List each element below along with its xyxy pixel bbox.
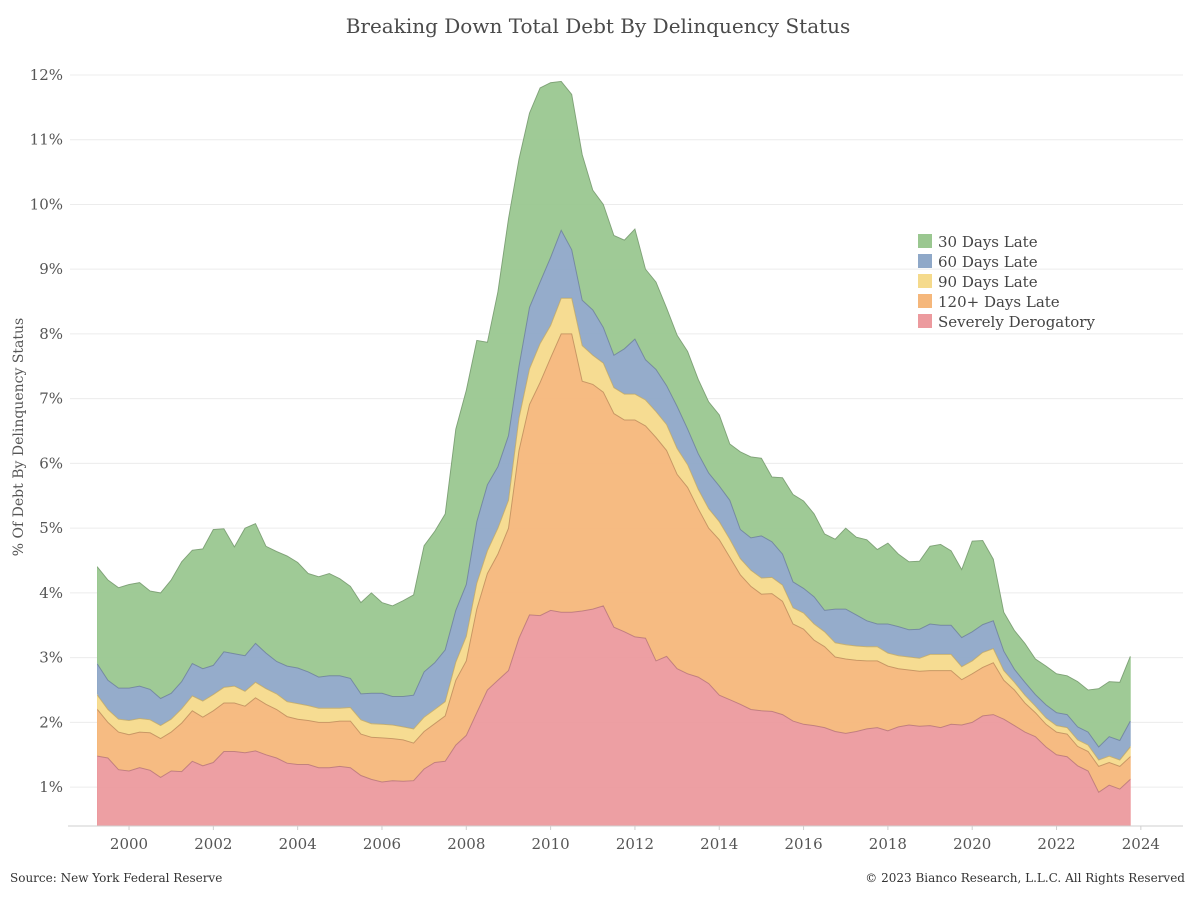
x-tick-label: 2020 [953, 835, 991, 853]
y-axis-ticks: 1% 2% 3% 4% 5% 6% 7% 8% 9% 10% 11% 12% [30, 66, 63, 796]
legend-label-60-days-late: 60 Days Late [938, 253, 1038, 271]
area-edge-30-days-late [97, 80, 1131, 691]
y-tick-label: 8% [39, 325, 63, 343]
legend-swatch-severely-derogatory [918, 314, 932, 328]
legend-label-120-days-late: 120+ Days Late [938, 293, 1060, 311]
y-tick-label: 3% [39, 649, 63, 667]
x-tick-label: 2016 [784, 835, 822, 853]
legend-label-severely-derogatory: Severely Derogatory [938, 313, 1095, 331]
y-tick-label: 12% [30, 66, 63, 84]
x-axis-ticks: 2000 2002 2004 2006 2008 2010 2012 2014 2016 2018… [110, 826, 1160, 853]
legend-label-90-days-late: 90 Days Late [938, 273, 1038, 291]
x-tick-label: 2024 [1122, 835, 1160, 853]
y-tick-label: 10% [30, 195, 63, 213]
legend: 30 Days Late 60 Days Late 90 Days Late 120+… [918, 233, 1095, 331]
x-tick-label: 2002 [194, 835, 232, 853]
x-tick-label: 2018 [869, 835, 907, 853]
x-tick-label: 2006 [363, 835, 401, 853]
y-tick-label: 9% [39, 260, 63, 278]
area-edge-60-days-late [96, 229, 1131, 748]
y-tick-label: 1% [39, 778, 63, 796]
x-tick-label: 2014 [700, 835, 738, 853]
x-tick-label: 2000 [110, 835, 148, 853]
copyright-note: © 2023 Bianco Research, L.L.C. All Right… [865, 871, 1185, 885]
y-tick-label: 2% [39, 713, 63, 731]
legend-label-30-days-late: 30 Days Late [938, 233, 1038, 251]
chart-title: Breaking Down Total Debt By Delinquency … [346, 14, 851, 38]
area-edge-severely-derogatory [97, 605, 1131, 794]
y-tick-label: 4% [39, 584, 63, 602]
x-tick-label: 2008 [447, 835, 485, 853]
x-tick-label: 2010 [532, 835, 570, 853]
legend-swatch-90-days-late [918, 274, 932, 288]
x-tick-label: 2012 [616, 835, 654, 853]
x-tick-label: 2022 [1037, 835, 1075, 853]
y-tick-label: 6% [39, 454, 63, 472]
y-tick-label: 5% [39, 519, 63, 537]
legend-swatch-60-days-late [918, 254, 932, 268]
x-tick-label: 2004 [279, 835, 317, 853]
y-axis-label: % Of Debt By Delinquency Status [11, 318, 27, 556]
area-series [96, 80, 1131, 827]
legend-swatch-30-days-late [918, 234, 932, 248]
area-edge-120-days-late [97, 333, 1131, 768]
legend-swatch-120-days-late [918, 294, 932, 308]
area-edge-90-days-late [96, 297, 1131, 761]
y-tick-label: 11% [30, 131, 63, 149]
y-tick-label: 7% [39, 390, 63, 408]
source-note: Source: New York Federal Reserve [10, 871, 222, 885]
